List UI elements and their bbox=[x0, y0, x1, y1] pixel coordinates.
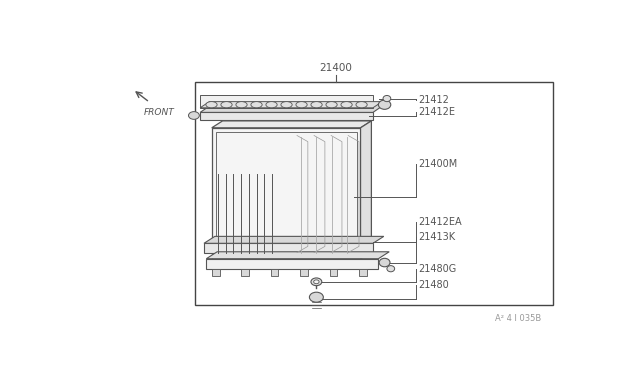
Text: 21400: 21400 bbox=[319, 63, 352, 73]
Ellipse shape bbox=[341, 102, 352, 108]
Polygon shape bbox=[200, 96, 373, 108]
Ellipse shape bbox=[206, 102, 217, 108]
Polygon shape bbox=[204, 236, 384, 243]
Polygon shape bbox=[200, 104, 385, 112]
Ellipse shape bbox=[326, 102, 337, 108]
Ellipse shape bbox=[314, 280, 319, 284]
Ellipse shape bbox=[309, 292, 323, 302]
Bar bbox=[271, 269, 278, 276]
Polygon shape bbox=[212, 121, 371, 128]
Ellipse shape bbox=[281, 102, 292, 108]
Text: 21412EA: 21412EA bbox=[419, 217, 462, 227]
Ellipse shape bbox=[189, 112, 199, 119]
Ellipse shape bbox=[378, 100, 391, 109]
Ellipse shape bbox=[383, 96, 391, 102]
Bar bbox=[300, 269, 308, 276]
Ellipse shape bbox=[356, 102, 367, 108]
Bar bbox=[195, 81, 553, 305]
Ellipse shape bbox=[236, 102, 247, 108]
Ellipse shape bbox=[387, 266, 395, 272]
Polygon shape bbox=[360, 121, 371, 259]
Polygon shape bbox=[200, 112, 373, 120]
Ellipse shape bbox=[221, 102, 232, 108]
Text: 21412E: 21412E bbox=[419, 108, 456, 118]
Polygon shape bbox=[212, 128, 360, 259]
Polygon shape bbox=[200, 102, 382, 108]
Polygon shape bbox=[206, 259, 378, 269]
Text: A² 4 l 035B: A² 4 l 035B bbox=[495, 314, 541, 323]
Ellipse shape bbox=[251, 102, 262, 108]
Text: 21413K: 21413K bbox=[419, 232, 456, 242]
Text: 21412: 21412 bbox=[419, 95, 449, 105]
Ellipse shape bbox=[311, 278, 322, 286]
Bar bbox=[330, 269, 337, 276]
Ellipse shape bbox=[379, 258, 390, 267]
Ellipse shape bbox=[266, 102, 277, 108]
Bar bbox=[241, 269, 249, 276]
Ellipse shape bbox=[296, 102, 307, 108]
Polygon shape bbox=[206, 252, 389, 259]
Text: FRONT: FRONT bbox=[143, 108, 174, 117]
Bar bbox=[212, 269, 220, 276]
Text: 21400M: 21400M bbox=[419, 159, 458, 169]
Text: 21480G: 21480G bbox=[419, 264, 457, 275]
Text: 21480: 21480 bbox=[419, 280, 449, 290]
Ellipse shape bbox=[311, 102, 322, 108]
Polygon shape bbox=[204, 243, 373, 253]
Bar bbox=[359, 269, 367, 276]
